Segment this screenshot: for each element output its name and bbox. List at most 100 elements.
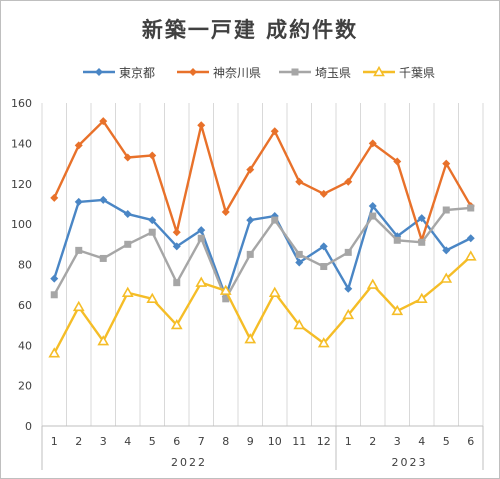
data-point: [148, 228, 156, 236]
x-tick-label: 7: [198, 435, 205, 448]
x-tick-label: 2: [369, 435, 376, 448]
data-point: [320, 263, 328, 271]
series-line-0: [53, 198, 472, 298]
data-point: [393, 236, 401, 244]
data-point: [268, 286, 281, 297]
data-point: [123, 210, 132, 219]
year-label: 2022: [171, 456, 207, 469]
legend-label: 神奈川県: [213, 65, 262, 80]
series-line-2: [53, 206, 471, 301]
data-point: [173, 279, 181, 287]
data-point: [197, 121, 206, 130]
data-point: [368, 139, 377, 148]
data-point: [319, 189, 328, 198]
data-point: [295, 250, 303, 258]
legend-label: 千葉県: [399, 65, 436, 80]
data-point: [72, 300, 85, 312]
data-point: [99, 117, 108, 126]
data-point: [48, 347, 61, 358]
data-point: [366, 278, 379, 289]
legend-label: 東京都: [119, 65, 156, 80]
data-point: [123, 153, 132, 162]
legend-item: 神奈川県: [176, 62, 261, 82]
y-tick-label: 160: [11, 97, 32, 110]
x-tick-label: 11: [292, 435, 306, 448]
y-tick-label: 80: [18, 259, 32, 272]
x-tick-label: 10: [268, 435, 282, 448]
chart-title: 新築一戸建 成約件数: [141, 18, 359, 42]
legend-swatch: [363, 65, 395, 77]
data-point: [442, 206, 450, 214]
data-point: [50, 274, 59, 283]
x-tick-label: 6: [173, 435, 180, 448]
legend-item: 埼玉県: [278, 62, 351, 82]
data-point: [270, 127, 279, 136]
data-point: [172, 228, 181, 237]
data-point: [418, 238, 426, 246]
data-point: [464, 250, 477, 261]
y-tick-label: 20: [18, 380, 32, 393]
x-tick-label: 3: [100, 435, 107, 448]
legend: 東京都 神奈川県 埼玉県 千葉県: [0, 62, 500, 82]
data-point: [246, 216, 255, 225]
x-tick-label: 2: [75, 435, 82, 448]
data-point: [344, 284, 353, 293]
x-tick-label: 4: [418, 435, 425, 448]
data-point: [195, 276, 208, 287]
data-point: [170, 318, 183, 330]
data-point: [319, 242, 328, 251]
data-point: [146, 292, 159, 303]
data-point: [368, 201, 377, 210]
data-point: [440, 272, 453, 283]
data-point: [148, 216, 157, 225]
data-point: [50, 291, 58, 299]
y-tick-label: 40: [18, 339, 32, 352]
y-tick-label: 120: [11, 178, 32, 191]
x-tick-label: 12: [317, 435, 331, 448]
data-point: [317, 337, 330, 348]
data-point: [415, 292, 428, 303]
legend-label: 埼玉県: [315, 65, 352, 80]
data-point: [244, 333, 257, 344]
series-line-3: [53, 255, 472, 354]
y-tick-label: 60: [18, 299, 32, 312]
data-point: [219, 284, 232, 295]
data-point: [50, 193, 59, 202]
data-point: [246, 165, 255, 174]
data-point: [467, 204, 475, 212]
data-point: [124, 240, 132, 248]
data-point: [344, 248, 352, 256]
y-tick-label: 140: [11, 137, 32, 150]
x-tick-label: 4: [124, 435, 131, 448]
year-label: 2023: [392, 456, 428, 469]
data-point: [121, 286, 134, 297]
data-point: [74, 141, 83, 150]
x-tick-label: 6: [467, 435, 474, 448]
data-point: [172, 242, 181, 251]
data-point: [97, 335, 110, 346]
legend-swatch: [279, 68, 311, 76]
x-tick-label: 8: [222, 435, 229, 448]
data-point: [221, 208, 230, 217]
x-tick-label: 3: [394, 435, 401, 448]
y-tick-label: 100: [11, 218, 32, 231]
data-point: [393, 157, 402, 166]
data-point: [99, 254, 107, 262]
legend-swatch: [177, 68, 209, 76]
data-point: [344, 177, 353, 186]
data-point: [417, 214, 426, 223]
data-point: [148, 151, 157, 160]
x-tick-label: 5: [443, 435, 450, 448]
data-point: [246, 250, 254, 258]
legend-item: 東京都: [82, 62, 155, 82]
legend-swatch: [83, 68, 115, 76]
data-point: [197, 234, 205, 242]
legend-item: 千葉県: [362, 62, 435, 82]
data-point: [99, 195, 108, 204]
x-tick-label: 5: [149, 435, 156, 448]
x-tick-label: 1: [51, 435, 58, 448]
data-point: [342, 308, 355, 320]
data-point: [271, 216, 279, 224]
